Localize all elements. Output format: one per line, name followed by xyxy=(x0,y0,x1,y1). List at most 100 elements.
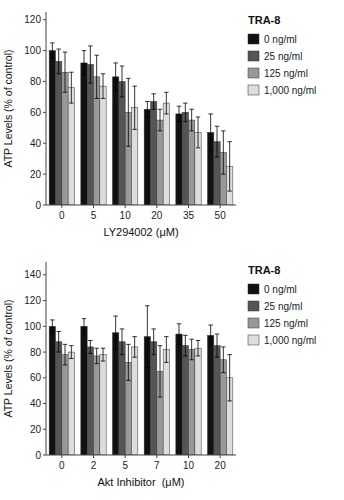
bar xyxy=(151,102,157,205)
y-axis-line xyxy=(46,262,47,455)
x-tick-label: 0 xyxy=(59,210,65,221)
bar xyxy=(144,109,150,205)
error-bar xyxy=(113,316,117,349)
error-bar xyxy=(196,117,200,148)
y-tick-label: 40 xyxy=(30,138,42,149)
x-tick xyxy=(156,455,157,458)
x-tick-label: 7 xyxy=(154,460,160,471)
legend-label: 1,000 ng/ml xyxy=(264,335,316,346)
error-bar xyxy=(221,347,225,373)
error-bar xyxy=(164,92,168,114)
y-axis-label: ATP Levels (% of control) xyxy=(2,49,14,167)
error-bar xyxy=(164,337,168,363)
bar xyxy=(189,349,195,455)
x-tick xyxy=(93,205,94,208)
y-tick xyxy=(43,377,46,378)
y-axis-label: ATP Levels (% of control) xyxy=(2,299,14,417)
x-tick-label: 5 xyxy=(91,210,97,221)
bar xyxy=(113,333,119,455)
error-bar xyxy=(215,126,219,157)
error-bar xyxy=(208,114,212,151)
x-tick xyxy=(188,455,189,458)
legend: TRA-80 ng/ml25 ng/ml125 ng/ml1,000 ng/ml xyxy=(248,264,316,346)
bar xyxy=(56,61,62,205)
bar xyxy=(68,352,74,455)
x-tick-label: 2 xyxy=(91,460,97,471)
error-bar xyxy=(189,109,193,131)
error-bar xyxy=(227,355,231,401)
legend-swatch xyxy=(248,335,259,345)
legend-label: 25 ng/ml xyxy=(264,301,302,312)
error-bar xyxy=(221,131,225,174)
error-bar xyxy=(82,51,86,76)
error-bar xyxy=(183,335,187,356)
y-tick xyxy=(43,81,46,82)
legend-swatch xyxy=(248,51,259,61)
error-bar xyxy=(63,52,67,92)
y-tick-label: 120 xyxy=(24,295,41,306)
y-tick-label: 140 xyxy=(24,269,41,280)
bar xyxy=(100,355,106,455)
bar xyxy=(68,88,74,205)
panel: 0204060801001200510203550LY294002 (μM)AT… xyxy=(2,12,316,238)
y-tick-label: 0 xyxy=(35,450,41,461)
error-bar xyxy=(189,339,193,360)
x-axis-line xyxy=(46,205,236,206)
error-bar xyxy=(151,329,155,355)
bar xyxy=(182,346,188,455)
y-tick-label: 0 xyxy=(35,200,41,211)
bar xyxy=(176,114,182,205)
y-tick-label: 80 xyxy=(30,76,42,87)
legend-title: TRA-8 xyxy=(248,14,280,26)
bar xyxy=(220,360,226,455)
y-tick xyxy=(43,174,46,175)
bar xyxy=(119,342,125,455)
error-bar xyxy=(126,78,130,146)
y-tick xyxy=(43,352,46,353)
y-tick xyxy=(43,50,46,51)
bar xyxy=(132,347,138,455)
error-bar xyxy=(88,340,92,353)
bar xyxy=(208,335,214,455)
y-tick xyxy=(43,429,46,430)
x-tick-label: 10 xyxy=(120,210,132,221)
y-tick-label: 100 xyxy=(24,321,41,332)
bar xyxy=(214,346,220,455)
legend-title: TRA-8 xyxy=(248,264,280,276)
x-tick-label: 20 xyxy=(215,460,227,471)
error-bar xyxy=(50,320,54,333)
bar xyxy=(195,348,201,455)
x-tick xyxy=(61,205,62,208)
x-tick-label: 10 xyxy=(183,460,195,471)
x-tick-label: 5 xyxy=(122,460,128,471)
error-bar xyxy=(132,86,136,129)
error-bar xyxy=(88,46,92,83)
error-bar xyxy=(196,340,200,355)
error-bar xyxy=(158,109,162,131)
legend-label: 125 ng/ml xyxy=(264,318,308,329)
y-tick xyxy=(43,326,46,327)
y-tick-label: 60 xyxy=(30,372,42,383)
error-bar xyxy=(183,103,187,122)
legend-label: 25 ng/ml xyxy=(264,51,302,62)
error-bar xyxy=(113,63,117,91)
x-tick-label: 50 xyxy=(215,210,227,221)
error-bar xyxy=(94,348,98,363)
bar xyxy=(49,51,55,205)
bar xyxy=(182,112,188,205)
marks xyxy=(49,43,233,205)
bar xyxy=(157,120,163,205)
y-tick-label: 80 xyxy=(30,347,42,358)
error-bar xyxy=(63,344,67,365)
x-tick xyxy=(93,455,94,458)
panel: 02040608010012014002571020Akt Inhibitor … xyxy=(2,262,316,488)
legend-swatch xyxy=(248,284,259,294)
bar xyxy=(62,355,68,455)
error-bar xyxy=(158,346,162,397)
error-bar xyxy=(145,102,149,117)
y-tick-label: 20 xyxy=(30,424,42,435)
x-axis-line xyxy=(46,455,236,456)
x-tick-label: 0 xyxy=(59,460,65,471)
bar xyxy=(119,81,125,205)
marks xyxy=(49,306,233,455)
